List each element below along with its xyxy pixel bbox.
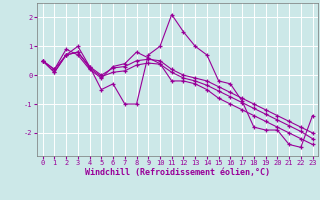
X-axis label: Windchill (Refroidissement éolien,°C): Windchill (Refroidissement éolien,°C) — [85, 168, 270, 177]
